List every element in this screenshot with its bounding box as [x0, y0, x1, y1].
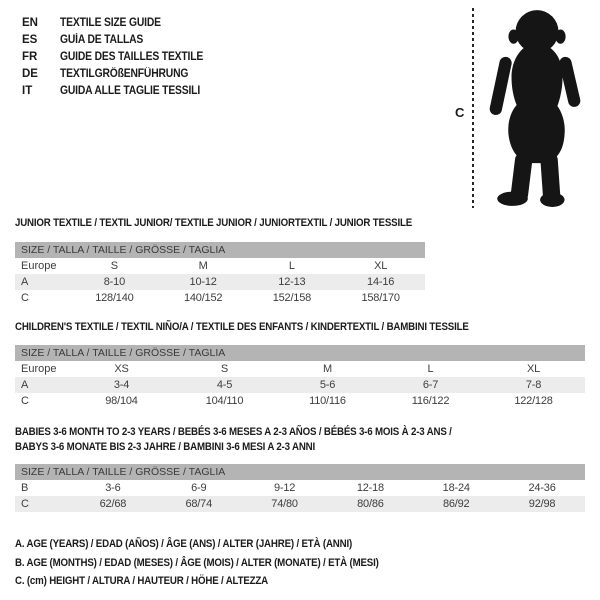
table-row: C 128/140 140/152 152/158 158/170: [15, 290, 425, 306]
legend-item: C. (cm) HEIGHT / ALTURA / HAUTEUR / HÖHE…: [15, 575, 268, 587]
table-cell: 80/86: [357, 498, 384, 510]
table-cell: 98/104: [105, 395, 138, 407]
table-cell: 12-18: [356, 482, 384, 494]
table-cell: 152/158: [272, 292, 312, 304]
table-cell: 116/122: [411, 395, 450, 407]
row-label: Europe: [21, 260, 57, 272]
table-cell: 140/152: [183, 292, 223, 304]
language-code: ES: [22, 34, 38, 46]
table-cell: 9-12: [273, 482, 296, 494]
section-heading-line: CHILDREN'S TEXTILE / TEXTIL NIÑO/A / TEX…: [15, 321, 469, 333]
table-cell: 122/128: [514, 395, 553, 407]
table-row: A 3-4 4-5 5-6 6-7 7-8: [15, 377, 585, 393]
table-cell: 6-9: [191, 482, 207, 494]
table-row: Europe S M L XL: [15, 258, 425, 274]
language-row: IT GUIDA ALLE TAGLIE TESSILI: [22, 83, 219, 100]
row-label: Europe: [21, 363, 57, 375]
language-title: TEXTILE SIZE GUIDE: [60, 17, 161, 29]
legend-item: A. AGE (YEARS) / EDAD (AÑOS) / ÂGE (ANS)…: [15, 538, 353, 550]
table-row: C 98/104 104/110 110/116 116/122 122/128: [15, 393, 585, 409]
size-table-header: SIZE / TALLA / TAILLE / GRÖSSE / TAGLIA: [15, 345, 585, 361]
table-cell: 110/116: [309, 395, 346, 407]
height-measure-label: C: [455, 105, 465, 120]
language-title: GUIDA ALLE TAGLIE TESSILI: [60, 85, 201, 97]
row-label: C: [21, 292, 29, 304]
size-table-header: SIZE / TALLA / TAILLE / GRÖSSE / TAGLIA: [15, 242, 425, 258]
row-label: C: [21, 395, 29, 407]
section-heading-line: BABYS 3-6 MONATE BIS 2-3 JAHRE / BAMBINI…: [15, 441, 316, 453]
language-code: FR: [22, 51, 38, 63]
legend: A. AGE (YEARS) / EDAD (AÑOS) / ÂGE (ANS)…: [15, 535, 419, 591]
table-cell: 86/92: [442, 498, 470, 510]
table-cell: 74/80: [271, 498, 298, 510]
section-heading: JUNIOR TEXTILE / TEXTIL JUNIOR/ TEXTILE …: [15, 216, 456, 231]
table-cell: 14-16: [367, 276, 395, 288]
language-code: IT: [22, 85, 33, 97]
table-cell: L: [427, 363, 434, 375]
row-label: A: [21, 379, 29, 391]
size-table-header: SIZE / TALLA / TAILLE / GRÖSSE / TAGLIA: [15, 464, 585, 480]
table-cell: 12-13: [278, 276, 306, 288]
row-label: A: [21, 276, 29, 288]
table-cell: M: [198, 260, 208, 272]
table-cell: 158/170: [361, 292, 400, 304]
language-title: TEXTILGRÖßENFÜHRUNG: [60, 68, 189, 80]
row-label: C: [21, 498, 29, 510]
table-cell: 3-6: [105, 482, 121, 494]
table-cell: XL: [374, 260, 388, 272]
table-cell: 8-10: [103, 276, 125, 288]
table-row: B 3-6 6-9 9-12 12-18 18-24 24-36: [15, 480, 585, 496]
language-row: DE TEXTILGRÖßENFÜHRUNG: [22, 66, 219, 83]
height-measure-dashed-line: [472, 8, 474, 208]
table-cell: 128/140: [95, 292, 134, 304]
table-cell: 3-4: [113, 379, 130, 391]
language-code: EN: [22, 17, 38, 29]
table-cell: 10-12: [189, 276, 217, 288]
table-cell: 5-6: [319, 379, 336, 391]
language-title: GUIDE DES TAILLES TEXTILE: [60, 51, 204, 63]
size-table: SIZE / TALLA / TAILLE / GRÖSSE / TAGLIA E…: [15, 242, 425, 306]
table-row: Europe XS S M L XL: [15, 361, 585, 377]
table-cell: S: [220, 363, 229, 375]
language-code: DE: [22, 68, 38, 80]
language-row: EN TEXTILE SIZE GUIDE: [22, 15, 219, 32]
table-cell: 18-24: [442, 482, 470, 494]
table-cell: 68/74: [185, 498, 212, 510]
section-children: CHILDREN'S TEXTILE / TEXTIL NIÑO/A / TEX…: [15, 320, 585, 409]
table-cell: 24-36: [528, 482, 556, 494]
section-heading: BABIES 3-6 MONTH TO 2-3 YEARS / BEBÉS 3-…: [15, 425, 585, 455]
table-cell: L: [288, 260, 295, 272]
table-cell: 7-8: [525, 379, 542, 391]
language-row: ES GUÍA DE TALLAS: [22, 32, 219, 49]
section-heading-line: JUNIOR TEXTILE / TEXTIL JUNIOR/ TEXTILE …: [15, 217, 413, 229]
table-cell: M: [323, 363, 332, 375]
section-heading-line: BABIES 3-6 MONTH TO 2-3 YEARS / BEBÉS 3-…: [15, 426, 452, 438]
baby-silhouette-icon: [489, 10, 581, 207]
size-table: SIZE / TALLA / TAILLE / GRÖSSE / TAGLIA E…: [15, 345, 585, 409]
table-row: A 8-10 10-12 12-13 14-16: [15, 274, 425, 290]
title-language-list: EN TEXTILE SIZE GUIDE ES GUÍA DE TALLAS FR GU…: [22, 15, 219, 100]
row-label: B: [21, 482, 29, 494]
section-babies: BABIES 3-6 MONTH TO 2-3 YEARS / BEBÉS 3-…: [15, 425, 585, 512]
section-junior: JUNIOR TEXTILE / TEXTIL JUNIOR/ TEXTILE …: [15, 216, 456, 306]
table-cell: S: [110, 260, 118, 272]
table-row: C 62/68 68/74 74/80 80/86 86/92 92/98: [15, 496, 585, 512]
legend-item: B. AGE (MONTHS) / EDAD (MESES) / ÂGE (MO…: [15, 556, 379, 569]
table-cell: XS: [114, 363, 129, 375]
size-table: SIZE / TALLA / TAILLE / GRÖSSE / TAGLIA B…: [15, 464, 585, 512]
table-cell: 62/68: [99, 498, 127, 510]
section-heading: CHILDREN'S TEXTILE / TEXTIL NIÑO/A / TEX…: [15, 320, 585, 335]
table-cell: XL: [526, 363, 541, 375]
table-cell: 6-7: [422, 379, 439, 391]
table-cell: 104/110: [205, 395, 244, 407]
language-row: FR GUIDE DES TAILLES TEXTILE: [22, 49, 219, 66]
table-cell: 4-5: [216, 379, 233, 391]
table-cell: 92/98: [528, 498, 556, 510]
language-title: GUÍA DE TALLAS: [60, 34, 144, 46]
